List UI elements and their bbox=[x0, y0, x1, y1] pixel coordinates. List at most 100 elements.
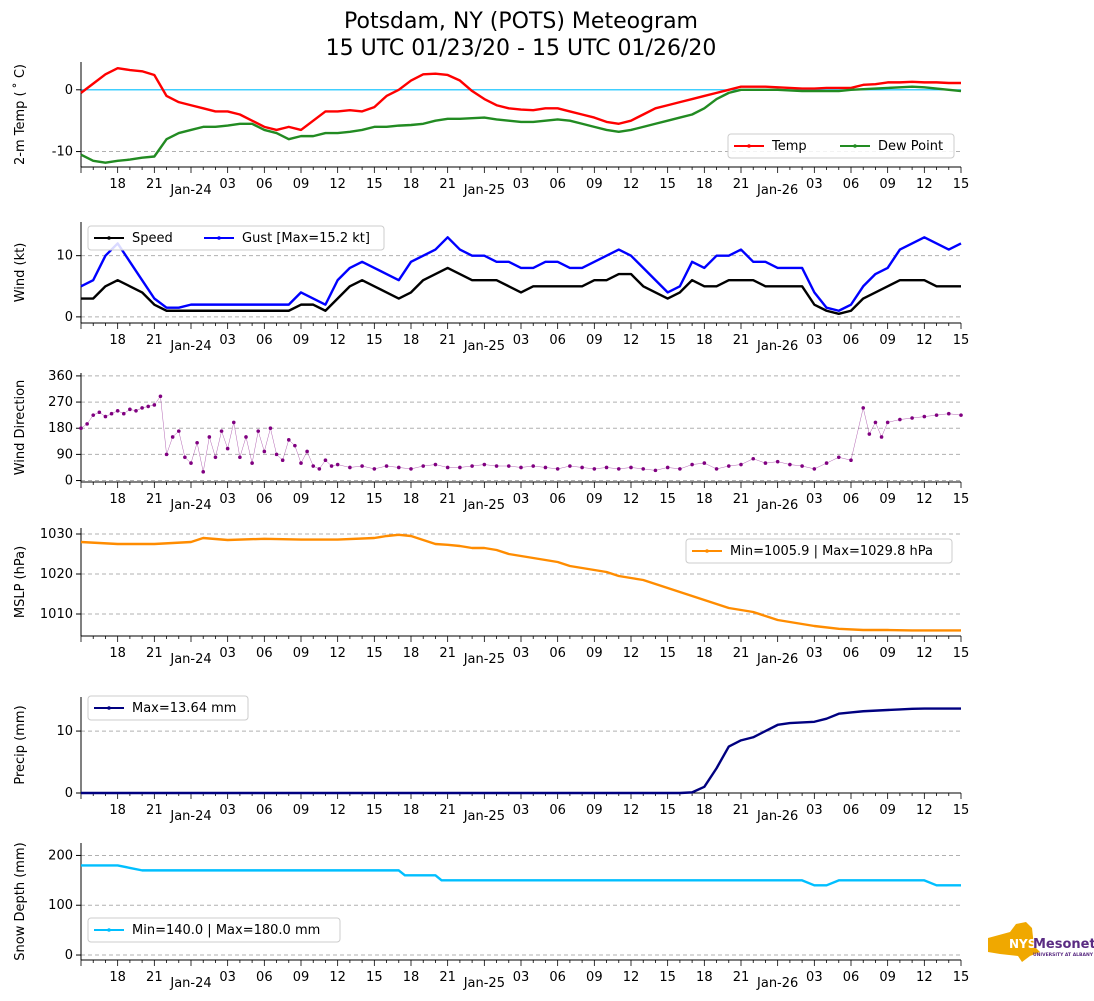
temp-legend: Temp Dew Point bbox=[727, 133, 955, 159]
snow-x-date-label: Jan-26 bbox=[756, 976, 798, 991]
wdir-x-tick-label: 18 bbox=[109, 492, 126, 507]
wdir-data-point bbox=[873, 420, 878, 425]
precip-x-tick-label: 15 bbox=[659, 803, 676, 818]
wdir-y-tick-label: 180 bbox=[48, 421, 73, 436]
wdir-data-point bbox=[97, 410, 102, 415]
wdir-data-point bbox=[109, 411, 114, 416]
wdir-data-point bbox=[134, 408, 138, 413]
mslp-x-date-label: Jan-25 bbox=[463, 652, 505, 667]
wdir-data-point bbox=[885, 420, 890, 425]
wind-series-1-line bbox=[80, 236, 962, 312]
wdir-data-point bbox=[189, 461, 193, 465]
snow-legend-marker bbox=[107, 928, 111, 932]
wind-legend-marker bbox=[217, 236, 221, 240]
wdir-data-point bbox=[170, 435, 175, 439]
chart-title-line1: Potsdam, NY (POTS) Meteogram bbox=[344, 9, 698, 34]
temp-x-tick-label: 12 bbox=[916, 177, 933, 192]
precip-x-tick-label: 12 bbox=[916, 803, 933, 818]
wdir-data-point bbox=[812, 467, 817, 471]
mslp-x-tick-label: 09 bbox=[293, 646, 310, 661]
logo-sub-text: UNIVERSITY AT ALBANY bbox=[1033, 952, 1094, 958]
wdir-data-point bbox=[531, 464, 536, 468]
wdir-y-axis-label: Wind Direction bbox=[13, 380, 28, 476]
wind-legend-label: Speed bbox=[132, 231, 173, 246]
wdir-data-point bbox=[690, 462, 694, 467]
wind-x-tick-label: 21 bbox=[439, 333, 456, 348]
temp-x-tick-label: 21 bbox=[146, 177, 163, 192]
wind-x-tick-label: 03 bbox=[806, 333, 823, 348]
snow-x-tick-label: 03 bbox=[219, 970, 236, 985]
precip-x-tick-label: 18 bbox=[109, 803, 126, 818]
precip-x-tick-label: 09 bbox=[586, 803, 603, 818]
precip-series-0-line bbox=[81, 707, 961, 795]
wdir-data-point bbox=[922, 414, 927, 419]
wdir-data-point bbox=[861, 406, 866, 410]
wdir-data-point bbox=[879, 435, 884, 439]
chart-title-line2: 15 UTC 01/23/20 - 15 UTC 01/26/20 bbox=[326, 36, 717, 61]
temp-x-tick-label: 12 bbox=[329, 177, 346, 192]
wdir-data-point bbox=[763, 461, 768, 465]
wdir-data-point bbox=[176, 429, 181, 433]
precip-x-date-label: Jan-24 bbox=[169, 809, 211, 824]
precip-y-tick-label: 10 bbox=[56, 724, 73, 739]
wdir-data-point bbox=[665, 465, 670, 470]
mslp-y-tick-label: 1030 bbox=[40, 527, 73, 542]
mslp-x-tick-label: 18 bbox=[109, 646, 126, 661]
wdir-data-point bbox=[238, 455, 242, 460]
mslp-panel: 1010 1020 1030 MSLP (hPa) 18 21 03 06 09 12 15 18 21… bbox=[13, 527, 969, 667]
wdir-x-tick-label: 12 bbox=[916, 492, 933, 507]
mslp-y-tick-label: 1010 bbox=[40, 607, 73, 622]
wdir-data-point bbox=[580, 465, 584, 470]
wind-panel: 0 10 Wind (kt) 18 21 03 06 09 12 15 18 21 03 06 09 12 15… bbox=[13, 222, 969, 354]
wind-x-tick-label: 15 bbox=[953, 333, 970, 348]
wind-x-tick-label: 09 bbox=[879, 333, 896, 348]
wdir-data-point bbox=[445, 465, 450, 470]
wdir-y-tick-label: 0 bbox=[65, 474, 73, 489]
wdir-x-tick-label: 09 bbox=[586, 492, 603, 507]
mslp-legend-marker bbox=[705, 549, 709, 553]
wdir-data-point bbox=[244, 435, 248, 439]
wdir-data-point bbox=[898, 417, 902, 422]
snow-x-tick-label: 06 bbox=[843, 970, 860, 985]
precip-x-tick-label: 15 bbox=[366, 803, 383, 818]
snow-x-tick-label: 21 bbox=[733, 970, 750, 985]
wdir-data-point bbox=[348, 465, 352, 470]
wind-x-tick-label: 18 bbox=[109, 333, 126, 348]
wind-x-tick-label: 15 bbox=[659, 333, 676, 348]
precip-x-tick-label: 15 bbox=[953, 803, 970, 818]
wdir-data-point bbox=[152, 403, 157, 407]
mslp-y-axis-label: MSLP (hPa) bbox=[13, 546, 28, 618]
mslp-x-tick-label: 12 bbox=[329, 646, 346, 661]
wind-x-tick-label: 03 bbox=[219, 333, 236, 348]
mslp-legend-box bbox=[685, 538, 953, 564]
wdir-data-point bbox=[482, 462, 487, 467]
mslp-legend: Min=1005.9 | Max=1029.8 hPa bbox=[685, 538, 953, 564]
wdir-data-point bbox=[421, 464, 426, 468]
wdir-data-point bbox=[329, 464, 334, 468]
wdir-data-point bbox=[824, 461, 829, 465]
wdir-data-point bbox=[335, 462, 340, 467]
precip-panel: 0 10 Precip (mm) 18 21 03 06 09 12 15 18 21 03 06 09 12… bbox=[13, 695, 970, 824]
wind-x-date-label: Jan-25 bbox=[463, 339, 505, 354]
snow-x-tick-label: 18 bbox=[696, 970, 713, 985]
wdir-data-point bbox=[305, 449, 309, 454]
temp-x-date-label: Jan-26 bbox=[756, 183, 798, 198]
temp-x-tick-label: 03 bbox=[806, 177, 823, 192]
snow-x-tick-label: 09 bbox=[879, 970, 896, 985]
mslp-x-tick-label: 18 bbox=[696, 646, 713, 661]
mslp-x-tick-label: 09 bbox=[879, 646, 896, 661]
new-york-state-shape bbox=[988, 922, 1040, 962]
wdir-data-point bbox=[653, 468, 658, 473]
wdir-data-point bbox=[91, 413, 96, 417]
wdir-data-point bbox=[616, 467, 621, 471]
wind-y-tick-label: 10 bbox=[56, 249, 73, 264]
wind-legend: Speed Gust [Max=15.2 kt] bbox=[87, 225, 385, 251]
temp-x-tick-label: 18 bbox=[109, 177, 126, 192]
wind-y-tick-label: 0 bbox=[65, 310, 73, 325]
wdir-x-tick-label: 03 bbox=[513, 492, 530, 507]
wdir-data-point bbox=[128, 407, 132, 412]
wdir-data-point bbox=[396, 465, 401, 470]
temp-x-tick-label: 06 bbox=[549, 177, 566, 192]
wdir-data-point bbox=[506, 464, 511, 468]
temp-y-tick-label: -10 bbox=[52, 145, 73, 160]
